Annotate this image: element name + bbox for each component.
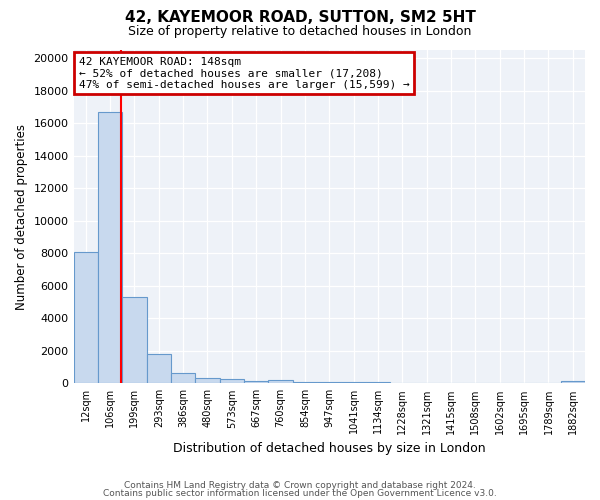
- Y-axis label: Number of detached properties: Number of detached properties: [15, 124, 28, 310]
- Bar: [122, 297, 146, 384]
- Text: Size of property relative to detached houses in London: Size of property relative to detached ho…: [128, 25, 472, 38]
- Bar: [74, 252, 98, 384]
- Text: Contains HM Land Registry data © Crown copyright and database right 2024.: Contains HM Land Registry data © Crown c…: [124, 481, 476, 490]
- Bar: [317, 382, 341, 384]
- Bar: [268, 380, 293, 384]
- Bar: [366, 382, 390, 384]
- Bar: [196, 378, 220, 384]
- Bar: [341, 382, 366, 384]
- Bar: [98, 112, 122, 384]
- Bar: [244, 381, 268, 384]
- Text: 42 KAYEMOOR ROAD: 148sqm
← 52% of detached houses are smaller (17,208)
47% of se: 42 KAYEMOOR ROAD: 148sqm ← 52% of detach…: [79, 56, 409, 90]
- Bar: [171, 372, 196, 384]
- Bar: [560, 381, 585, 384]
- Bar: [390, 382, 415, 384]
- Bar: [220, 379, 244, 384]
- Bar: [146, 354, 171, 384]
- Bar: [293, 382, 317, 384]
- Text: 42, KAYEMOOR ROAD, SUTTON, SM2 5HT: 42, KAYEMOOR ROAD, SUTTON, SM2 5HT: [125, 10, 475, 25]
- Text: Contains public sector information licensed under the Open Government Licence v3: Contains public sector information licen…: [103, 488, 497, 498]
- X-axis label: Distribution of detached houses by size in London: Distribution of detached houses by size …: [173, 442, 485, 455]
- Bar: [415, 382, 439, 384]
